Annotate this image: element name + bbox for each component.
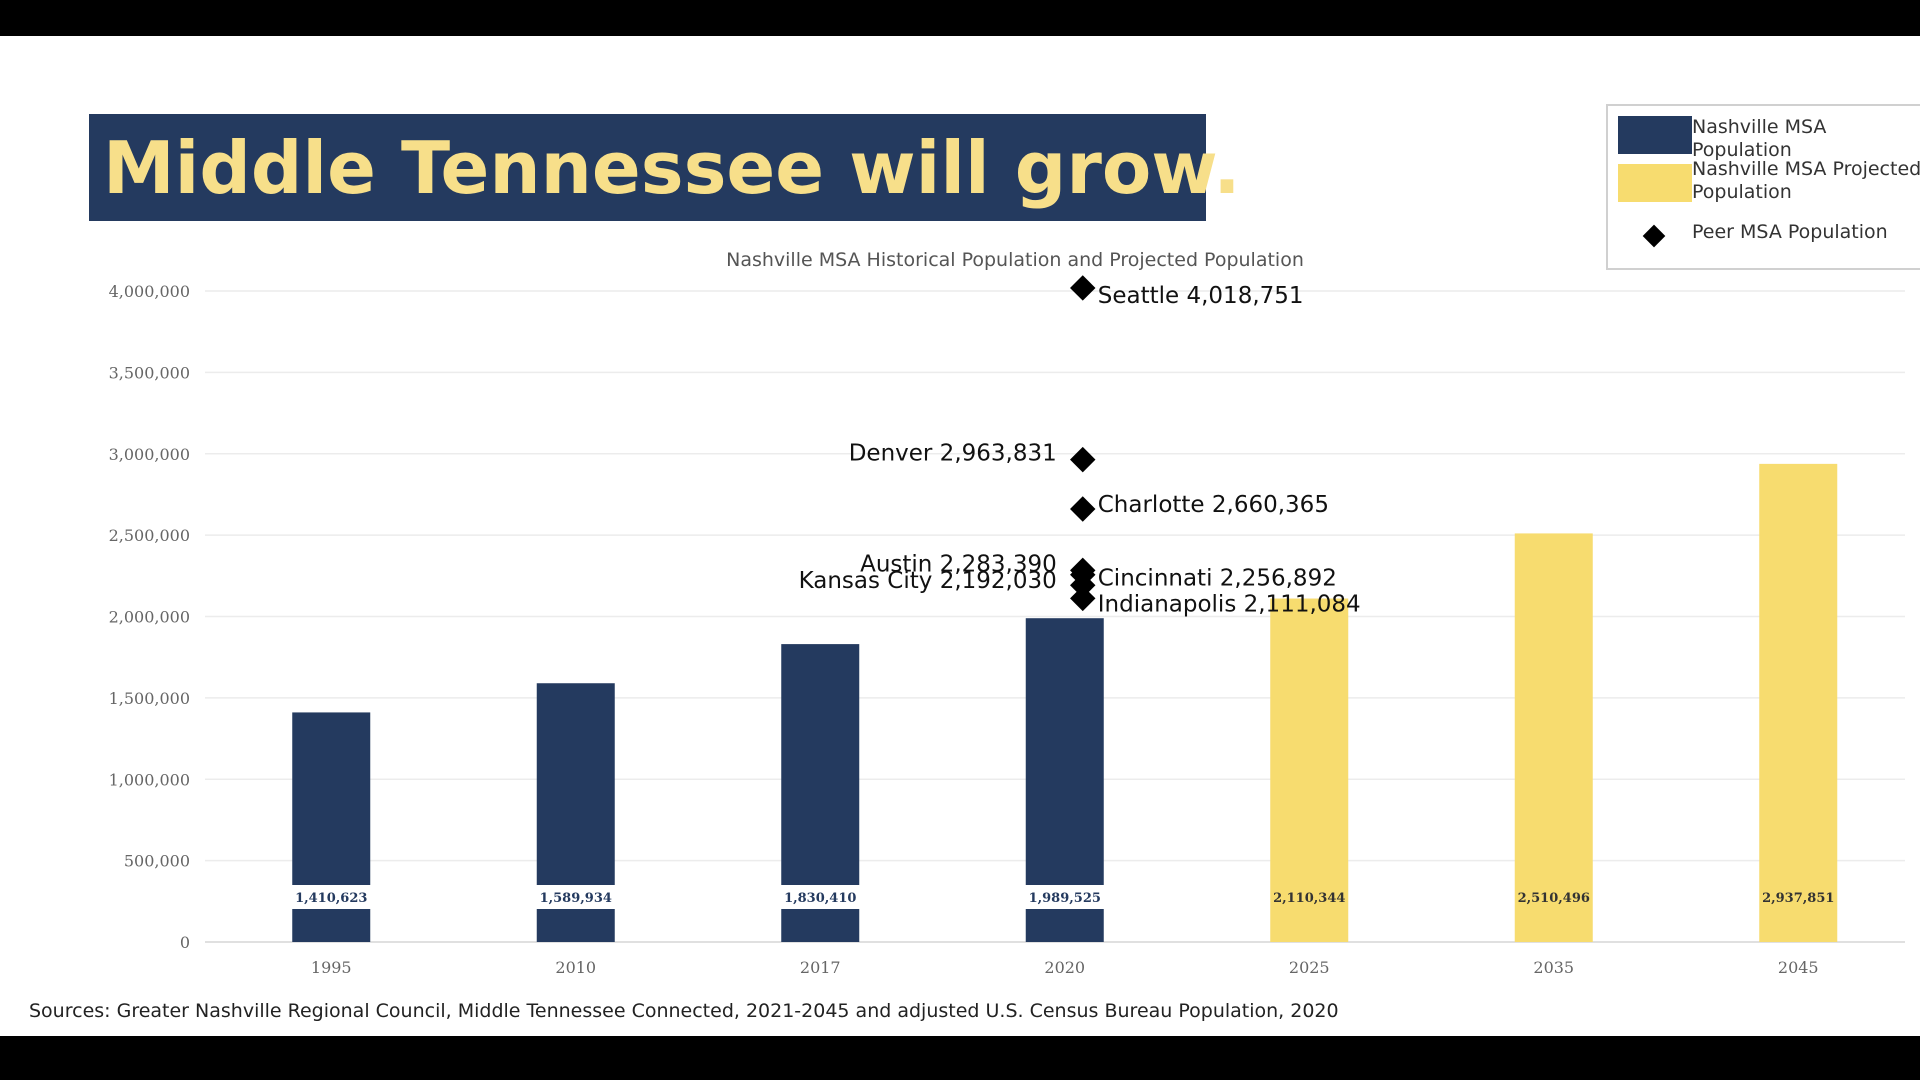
data-label-projected: 2,937,851: [1762, 891, 1834, 906]
legend-label-peer: Peer MSA Population: [1692, 221, 1888, 243]
y-tick-label: 0: [180, 933, 190, 952]
peer-label: Denver 2,963,831: [849, 441, 1057, 467]
peer-marker: [1070, 585, 1096, 612]
peer-label: Austin 2,283,390: [860, 551, 1057, 577]
data-label-box: [1022, 885, 1107, 909]
y-tick-label: 2,000,000: [109, 608, 190, 627]
peer-label: Indianapolis 2,111,084: [1098, 591, 1361, 617]
data-label-historical: 1,589,934: [540, 891, 612, 906]
x-tick-label: 2035: [1533, 958, 1574, 977]
peer-label: Kansas City 2,192,030: [799, 568, 1057, 594]
data-label-projected: 2,110,344: [1273, 891, 1345, 906]
y-tick-label: 500,000: [124, 852, 190, 871]
peer-label: Cincinnati 2,256,892: [1098, 566, 1337, 592]
legend-diamond-wrap: [1618, 221, 1692, 251]
peer-label: Charlotte 2,660,365: [1098, 492, 1329, 518]
y-tick-label: 4,000,000: [109, 282, 190, 301]
data-label-historical: 1,410,623: [295, 891, 367, 906]
y-tick-label: 3,000,000: [109, 445, 190, 464]
peer-marker: [1070, 275, 1096, 301]
data-label-box: [533, 885, 618, 909]
peer-marker: [1070, 446, 1096, 473]
x-tick-label: 2045: [1778, 958, 1819, 977]
legend-item-projected: Nashville MSA Projected Population: [1618, 158, 1920, 204]
title-banner: Middle Tennessee will grow.: [89, 114, 1241, 221]
y-tick-label: 1,500,000: [109, 689, 190, 708]
legend-swatch-projected: [1618, 164, 1692, 202]
peer-label: Seattle 4,018,751: [1098, 283, 1304, 309]
bar-projected: [1514, 533, 1593, 942]
legend-item-historical: Nashville MSA Population: [1618, 116, 1920, 162]
x-tick-label: 2017: [800, 958, 841, 977]
legend-label-historical: Nashville MSA Population: [1692, 116, 1827, 161]
bar-projected: [1270, 598, 1349, 942]
data-label-historical: 1,830,410: [784, 891, 856, 906]
x-tick-label: 2020: [1044, 958, 1085, 977]
data-label-box: [289, 885, 374, 909]
legend-item-peer: Peer MSA Population: [1618, 221, 1920, 251]
x-tick-label: 2025: [1289, 958, 1330, 977]
banner-title: Middle Tennessee will grow.: [103, 125, 1241, 210]
data-label-box: [778, 885, 863, 909]
data-label-historical: 1,989,525: [1029, 891, 1101, 906]
y-tick-label: 1,000,000: [109, 770, 190, 789]
y-tick-label: 2,500,000: [109, 526, 190, 545]
population-chart: Nashville MSA Historical Population and …: [109, 249, 1905, 977]
data-label-projected: 2,510,496: [1518, 891, 1590, 906]
bar-projected: [1759, 463, 1838, 942]
slide: Middle Tennessee will grow. Nashville MS…: [0, 36, 1920, 1036]
x-tick-label: 2010: [555, 958, 596, 977]
chart-legend: Nashville MSA Population Nashville MSA P…: [1606, 104, 1920, 270]
legend-swatch-historical: [1618, 116, 1692, 154]
chart-title: Nashville MSA Historical Population and …: [726, 249, 1304, 271]
diamond-icon: [1642, 224, 1666, 248]
x-tick-label: 1995: [311, 958, 352, 977]
sources-note: Sources: Greater Nashville Regional Coun…: [29, 1000, 1339, 1022]
peer-marker: [1070, 496, 1096, 522]
y-tick-label: 3,500,000: [109, 363, 190, 382]
legend-label-projected: Nashville MSA Projected Population: [1692, 158, 1920, 203]
